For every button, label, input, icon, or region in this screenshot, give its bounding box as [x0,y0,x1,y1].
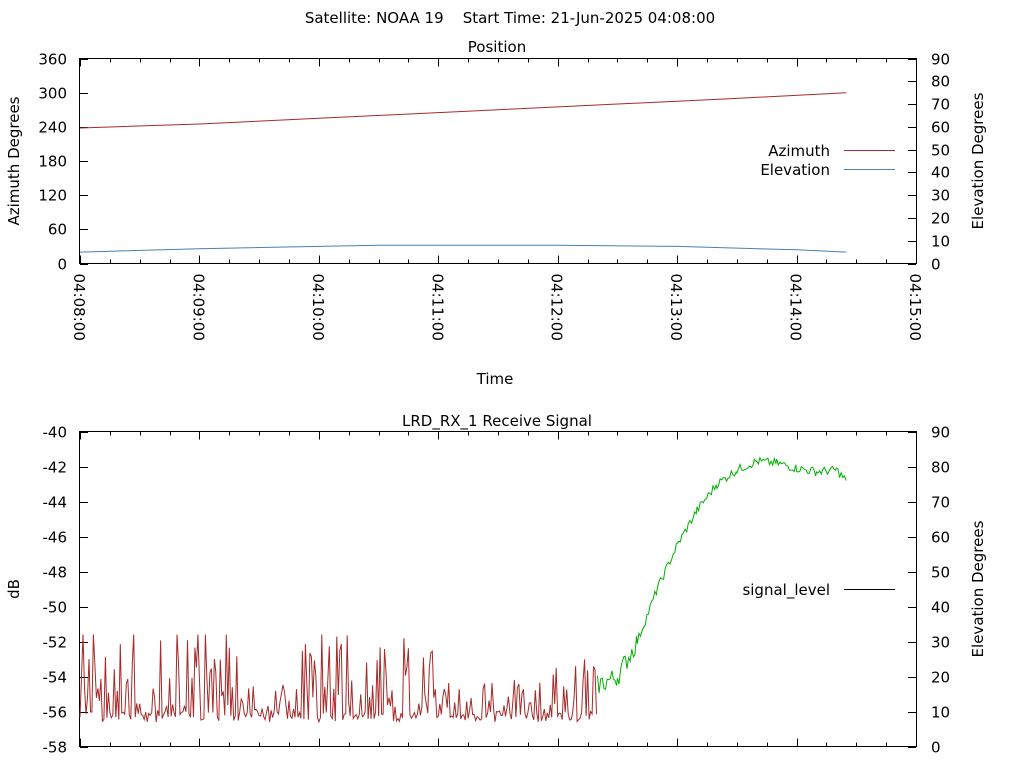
y-tick-label: -50 [43,599,68,617]
series-signal-level-high [597,456,847,694]
position-chart: Position 0 60 120 180 240 300 360 0 10 20 30 40 50 60… [5,38,987,388]
y2-tick-label: 40 [931,599,950,617]
y-tick-label: 300 [38,85,67,103]
y-tick-label: -52 [43,634,68,652]
x-tick-label: 04:13:00 [667,274,685,341]
y2-tick-label: 40 [931,164,950,182]
y2-tick-label: 20 [931,210,950,228]
signal-title: LRD_RX_1 Receive Signal [402,412,592,431]
x-tick-label: 04:10:00 [309,274,327,341]
legend-signal-label: signal_level [742,581,830,600]
y2-tick-label: 80 [931,73,950,91]
x-tick-label: 04:08:00 [70,274,88,341]
y-tick-label: 180 [38,153,67,171]
y2-tick-label: 60 [931,119,950,137]
y2-tick-label: 30 [931,634,950,652]
y2-tick-label: 30 [931,187,950,205]
x-tick-label: 04:11:00 [428,274,446,341]
position-title: Position [468,38,526,56]
position-x-label: Time [476,370,514,388]
series-elevation [79,244,847,253]
series-signal-level-low [79,634,597,724]
y2-tick-label: 0 [931,256,941,274]
y2-tick-label: 60 [931,529,950,547]
y-tick-label: -58 [43,739,68,757]
y-tick-label: -48 [43,564,68,582]
y2-tick-label: 90 [931,51,950,69]
y-tick-label: -44 [43,494,68,512]
y-tick-label: -54 [43,669,68,687]
page-header: Satellite: NOAA 19 Start Time: 21-Jun-20… [305,9,715,27]
y-tick-label: 60 [48,221,67,239]
y-tick-label: -46 [43,529,68,547]
position-y-label: Azimuth Degrees [5,96,23,225]
y2-tick-label: 10 [931,233,950,251]
y2-tick-label: 0 [931,739,941,757]
y2-tick-label: 10 [931,704,950,722]
series-azimuth [79,92,847,129]
legend-azimuth-label: Azimuth [768,142,830,160]
legend-elevation-label: Elevation [760,161,830,179]
y2-tick-label: 70 [931,96,950,114]
x-tick-label: 04:15:00 [906,274,924,341]
y-tick-label: 120 [38,187,67,205]
y-tick-label: -56 [43,704,68,722]
y-tick-label: -42 [43,459,68,477]
y-tick-label: 360 [38,51,67,69]
signal-y2-label: Elevation Degrees [969,520,987,657]
y2-tick-label: 50 [931,142,950,160]
position-legend: Azimuth Elevation [760,142,895,179]
x-tick-label: 04:09:00 [189,274,207,341]
y2-tick-label: 20 [931,669,950,687]
y2-tick-label: 80 [931,459,950,477]
x-tick-label: 04:12:00 [548,274,566,341]
y-tick-label: 240 [38,119,67,137]
y2-tick-label: 50 [931,564,950,582]
x-tick-label: 04:14:00 [787,274,805,341]
y2-tick-label: 90 [931,424,950,442]
signal-chart: LRD_RX_1 Receive Signal -58 -56 -54 -52 -50 -… [5,412,987,757]
position-y2-label: Elevation Degrees [969,92,987,229]
signal-legend: signal_level [742,581,895,600]
y2-tick-label: 70 [931,494,950,512]
y-tick-label: -40 [43,424,68,442]
signal-y-label: dB [5,579,23,599]
y-tick-label: 0 [57,256,67,274]
